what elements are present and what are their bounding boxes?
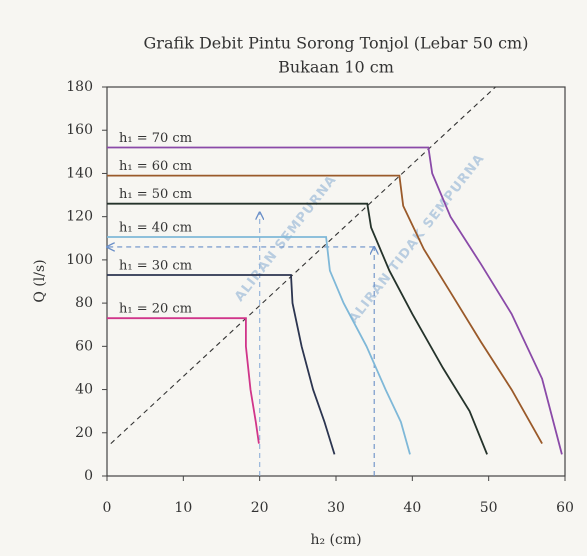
series-line — [107, 274, 336, 455]
x-tick-label: 10 — [174, 500, 192, 516]
x-tick-label: 50 — [480, 500, 498, 516]
x-tick-label: 0 — [103, 500, 112, 516]
x-axis-label: h₂ (cm) — [310, 532, 361, 548]
y-tick-label: 100 — [66, 252, 93, 268]
y-tick-label: 140 — [66, 165, 93, 181]
y-tick-label: 0 — [84, 468, 93, 484]
y-tick-label: 180 — [66, 79, 93, 95]
series-label: h₁ = 40 cm — [119, 220, 192, 235]
chart-title: Grafik Debit Pintu Sorong Tonjol (Lebar … — [144, 34, 529, 53]
y-tick-label: 20 — [75, 425, 93, 441]
y-tick-label: 120 — [66, 209, 93, 225]
x-tick-label: 60 — [556, 500, 574, 516]
series-label: h₁ = 60 cm — [119, 159, 192, 174]
series-line — [107, 146, 563, 455]
series-label: h₁ = 20 cm — [119, 302, 192, 317]
series-line — [107, 202, 488, 455]
y-tick-label: 60 — [75, 338, 93, 354]
chart-subtitle: Bukaan 10 cm — [278, 58, 394, 77]
series-line — [107, 236, 411, 455]
series-label: h₁ = 50 cm — [119, 187, 192, 202]
y-axis-label: Q (l/s) — [32, 259, 48, 302]
series-line — [107, 174, 543, 445]
x-tick-label: 30 — [327, 500, 345, 516]
y-tick-label: 40 — [75, 382, 93, 398]
y-tick-label: 160 — [66, 122, 93, 138]
series-label: h₁ = 70 cm — [119, 131, 192, 146]
reference-line — [110, 86, 496, 445]
y-tick-label: 80 — [75, 295, 93, 311]
x-tick-label: 40 — [403, 500, 421, 516]
series-line — [107, 317, 260, 444]
series-label: h₁ = 30 cm — [119, 259, 192, 274]
x-tick-label: 20 — [251, 500, 269, 516]
